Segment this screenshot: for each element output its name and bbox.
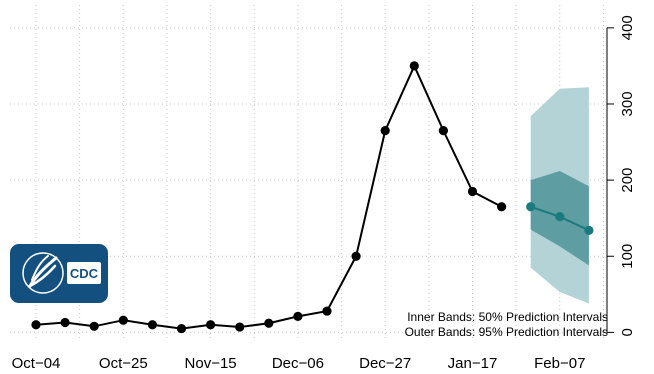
observed-point <box>118 315 128 325</box>
series-lines <box>35 63 590 330</box>
x-tick-label: Oct−04 <box>12 355 61 372</box>
hhs-eagle-icon <box>22 252 64 294</box>
y-tick-label: 200 <box>619 168 636 193</box>
y-tick-label: 0 <box>619 328 636 336</box>
legend-line-1: Inner Bands: 50% Prediction Intervals <box>407 310 608 324</box>
observed-point <box>467 186 478 197</box>
observed-point <box>235 322 245 332</box>
y-axis: 0 100 200 300 400 <box>606 15 636 337</box>
x-axis: Oct−04 Oct−25 Nov−15 Dec−06 Dec−27 Jan−17 Feb−… <box>12 355 586 372</box>
logo-background <box>10 244 108 303</box>
y-tick-label: 100 <box>619 244 636 269</box>
cdc-badge <box>67 262 101 284</box>
forecast-point <box>584 225 594 235</box>
observed-point <box>60 317 70 328</box>
observed-point <box>380 126 390 136</box>
cdc-logo-text: CDC <box>70 266 99 281</box>
observed-point <box>293 311 303 321</box>
observed-point <box>497 202 507 212</box>
series-points <box>31 61 594 334</box>
observed-point <box>409 61 419 71</box>
y-tick-label: 300 <box>619 91 636 116</box>
observed-point <box>264 318 274 328</box>
prediction-bands <box>530 87 589 304</box>
forecast-point <box>526 202 536 212</box>
observed-point <box>351 251 361 261</box>
forecast-point <box>555 212 565 222</box>
y-tick-label: 400 <box>619 15 636 40</box>
observed-point <box>322 306 332 316</box>
x-tick-label: Oct−25 <box>99 355 148 372</box>
x-tick-label: Feb−07 <box>534 355 585 372</box>
observed-point <box>206 320 216 330</box>
observed-point <box>176 323 187 334</box>
x-tick-label: Nov−15 <box>185 355 237 372</box>
observed-point <box>31 320 41 330</box>
observed-point <box>438 126 448 136</box>
cdc-logo: CDC <box>10 244 108 303</box>
x-tick-label: Dec−27 <box>359 355 411 372</box>
observed-point <box>89 321 99 331</box>
x-tick-label: Dec−06 <box>272 355 324 372</box>
legend-line-2: Outer Bands: 95% Prediction Intervals <box>405 325 608 339</box>
x-tick-label: Jan−17 <box>448 355 498 372</box>
observed-point <box>147 320 157 330</box>
